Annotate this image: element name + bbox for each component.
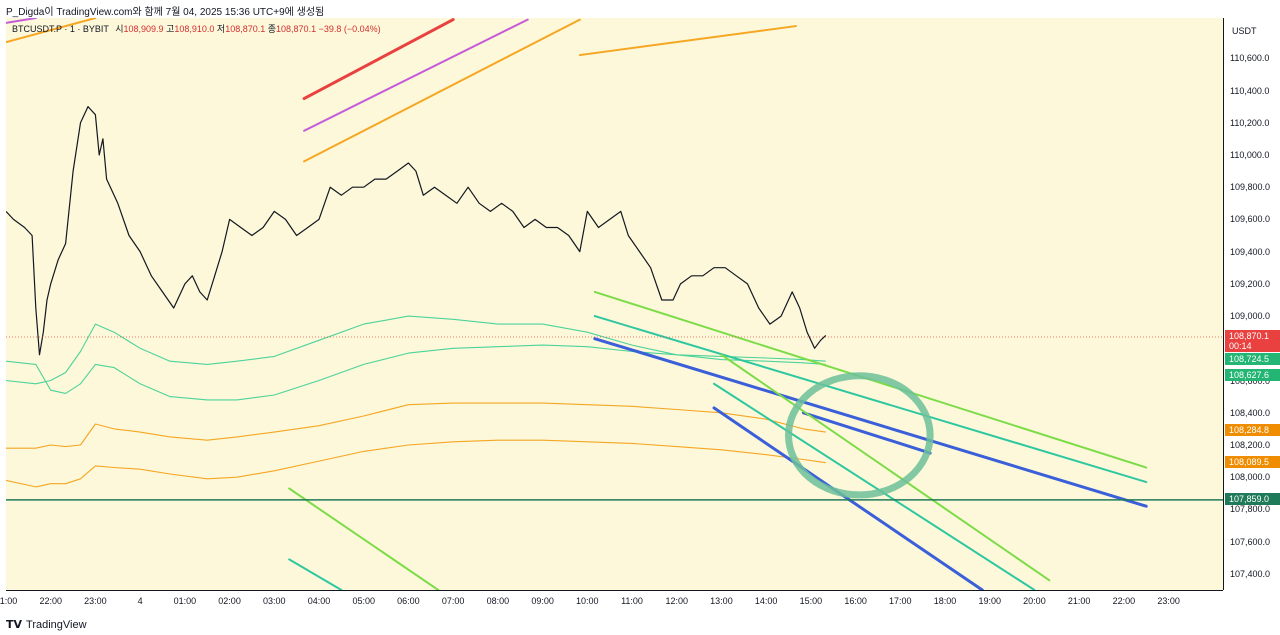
- trend-line-4: [578, 25, 797, 57]
- legend-low-label: 저: [216, 24, 226, 34]
- legend-open-label: 시: [115, 24, 124, 34]
- trend-line-5: [6, 18, 97, 44]
- y-tick-label: 109,800.0: [1230, 182, 1271, 193]
- legend-change: −39.8 (−0.04%): [318, 24, 381, 34]
- attribution-bar: P_Digda이 TradingView.com와 함께 7월 04, 2025…: [0, 0, 1280, 18]
- trend-line-10: [801, 411, 932, 455]
- x-tick-label: 01:00: [173, 596, 197, 606]
- legend-high: 108,910.0: [174, 24, 215, 34]
- chart-legend: BTCUSDT.P · 1 · BYBIT 시108,909.9 고108,91…: [12, 22, 381, 35]
- y-tick-label: 109,600.0: [1230, 214, 1271, 225]
- price-label-badge: 107,859.0: [1225, 492, 1280, 505]
- series-price-line: [6, 105, 827, 356]
- x-tick-label: 15:00: [799, 596, 823, 606]
- time-axis[interactable]: 21:00 22:00 23:00 4 01:00 02:00 03:00 04:00 05:0…: [0, 590, 1223, 613]
- tradingview-brand: TradingView: [26, 619, 87, 631]
- x-tick-label: 23:00: [84, 596, 107, 606]
- series-orange_upper-line: [6, 402, 826, 449]
- price-label-badge: 108,627.6: [1225, 369, 1280, 382]
- x-tick-label: 20:00: [1023, 596, 1046, 606]
- y-tick-label: 109,200.0: [1230, 278, 1271, 289]
- currency-unit[interactable]: USDT: [1232, 26, 1257, 36]
- price-label-value: 108,724.5: [1229, 354, 1270, 365]
- x-tick-label: 22:00: [39, 596, 62, 606]
- trend-line-8: [593, 315, 1148, 484]
- y-tick-label: 107,400.0: [1230, 568, 1271, 579]
- x-tick-label: 22:00: [1112, 596, 1136, 606]
- x-tick-label: 04:00: [307, 596, 331, 606]
- x-tick-label: 21:00: [0, 596, 18, 606]
- series-orange_lower-line: [6, 439, 826, 488]
- x-tick-label: 17:00: [889, 596, 912, 606]
- tradingview-logo-icon: TV: [6, 618, 23, 631]
- price-label-value: 108,870.1: [1229, 331, 1270, 341]
- y-tick-label: 110,200.0: [1230, 117, 1270, 128]
- y-tick-label: 109,000.0: [1230, 311, 1271, 322]
- x-tick-label: 4: [137, 596, 143, 606]
- trend-line-11: [712, 406, 984, 590]
- x-tick-label: 05:00: [352, 596, 375, 606]
- legend-low: 108,870.1: [225, 24, 266, 34]
- trend-line-6: [6, 18, 37, 24]
- x-tick-label: 23:00: [1157, 596, 1180, 606]
- legend-symbol: BTCUSDT.P · 1 · BYBIT: [12, 24, 109, 34]
- x-tick-label: 06:00: [397, 596, 420, 606]
- trend-line-15: [288, 558, 343, 590]
- price-label-value: 108,089.5: [1229, 456, 1270, 467]
- price-label-badge: 108,870.1 00:14: [1225, 330, 1280, 352]
- price-label-badge: 108,089.5: [1225, 455, 1280, 468]
- footer: TV TradingView: [0, 612, 1280, 635]
- x-tick-label: 16:00: [844, 596, 867, 606]
- trend-line-3: [303, 18, 581, 163]
- x-tick-label: 08:00: [486, 596, 510, 606]
- legend-open: 108,909.9: [123, 24, 164, 34]
- price-label-badge: 108,284.8: [1225, 424, 1280, 437]
- highlight-circle: [785, 372, 934, 499]
- trend-line-1: [302, 18, 455, 101]
- price-label-badge: 108,724.5: [1225, 353, 1280, 366]
- y-tick-label: 107,800.0: [1230, 504, 1271, 515]
- trend-line-9: [593, 337, 1148, 508]
- legend-close: 108,870.1: [276, 24, 317, 34]
- x-tick-label: 02:00: [218, 596, 241, 606]
- price-label-value: 107,859.0: [1229, 493, 1270, 504]
- x-tick-label: 19:00: [978, 596, 1001, 606]
- price-label-value: 108,627.6: [1229, 370, 1270, 381]
- x-tick-label: 11:00: [621, 596, 643, 606]
- y-tick-label: 109,400.0: [1230, 246, 1271, 257]
- price-axis[interactable]: USDT 107,400.0 107,600.0 107,800.0 108,000.…: [1223, 18, 1280, 590]
- x-tick-label: 03:00: [263, 596, 286, 606]
- trend-line-13: [712, 382, 1036, 590]
- y-tick-label: 108,200.0: [1230, 439, 1271, 450]
- price-label-countdown: 00:14: [1229, 341, 1252, 351]
- x-tick-label: 10:00: [576, 596, 599, 606]
- x-tick-label: 09:00: [531, 596, 554, 606]
- trend-line-14: [288, 487, 440, 590]
- y-tick-label: 108,000.0: [1230, 472, 1271, 483]
- trend-line-2: [303, 18, 529, 132]
- y-tick-label: 110,000.0: [1230, 149, 1270, 160]
- y-tick-label: 110,600.0: [1230, 53, 1270, 64]
- price-label-value: 108,284.8: [1229, 425, 1270, 436]
- trend-line-12: [720, 353, 1051, 582]
- series-green_lower-line: [6, 344, 826, 401]
- y-tick-label: 110,400.0: [1230, 85, 1270, 96]
- y-tick-label: 107,600.0: [1230, 536, 1271, 547]
- x-tick-label: 12:00: [665, 596, 688, 606]
- attribution-text: P_Digda이 TradingView.com와 함께 7월 04, 2025…: [6, 7, 325, 18]
- x-tick-label: 21:00: [1067, 596, 1091, 606]
- x-tick-label: 07:00: [441, 596, 465, 606]
- legend-high-label: 고: [166, 24, 175, 34]
- tradingview-logo: TV TradingView: [6, 618, 87, 631]
- x-tick-label: 18:00: [933, 596, 957, 606]
- y-tick-label: 108,400.0: [1230, 407, 1271, 418]
- x-tick-label: 14:00: [754, 596, 778, 606]
- legend-close-label: 종: [267, 24, 277, 34]
- chart-svg: [6, 18, 1223, 590]
- chart-plot-area[interactable]: BTCUSDT.P · 1 · BYBIT 시108,909.9 고108,91…: [6, 18, 1223, 590]
- x-tick-label: 13:00: [710, 596, 733, 606]
